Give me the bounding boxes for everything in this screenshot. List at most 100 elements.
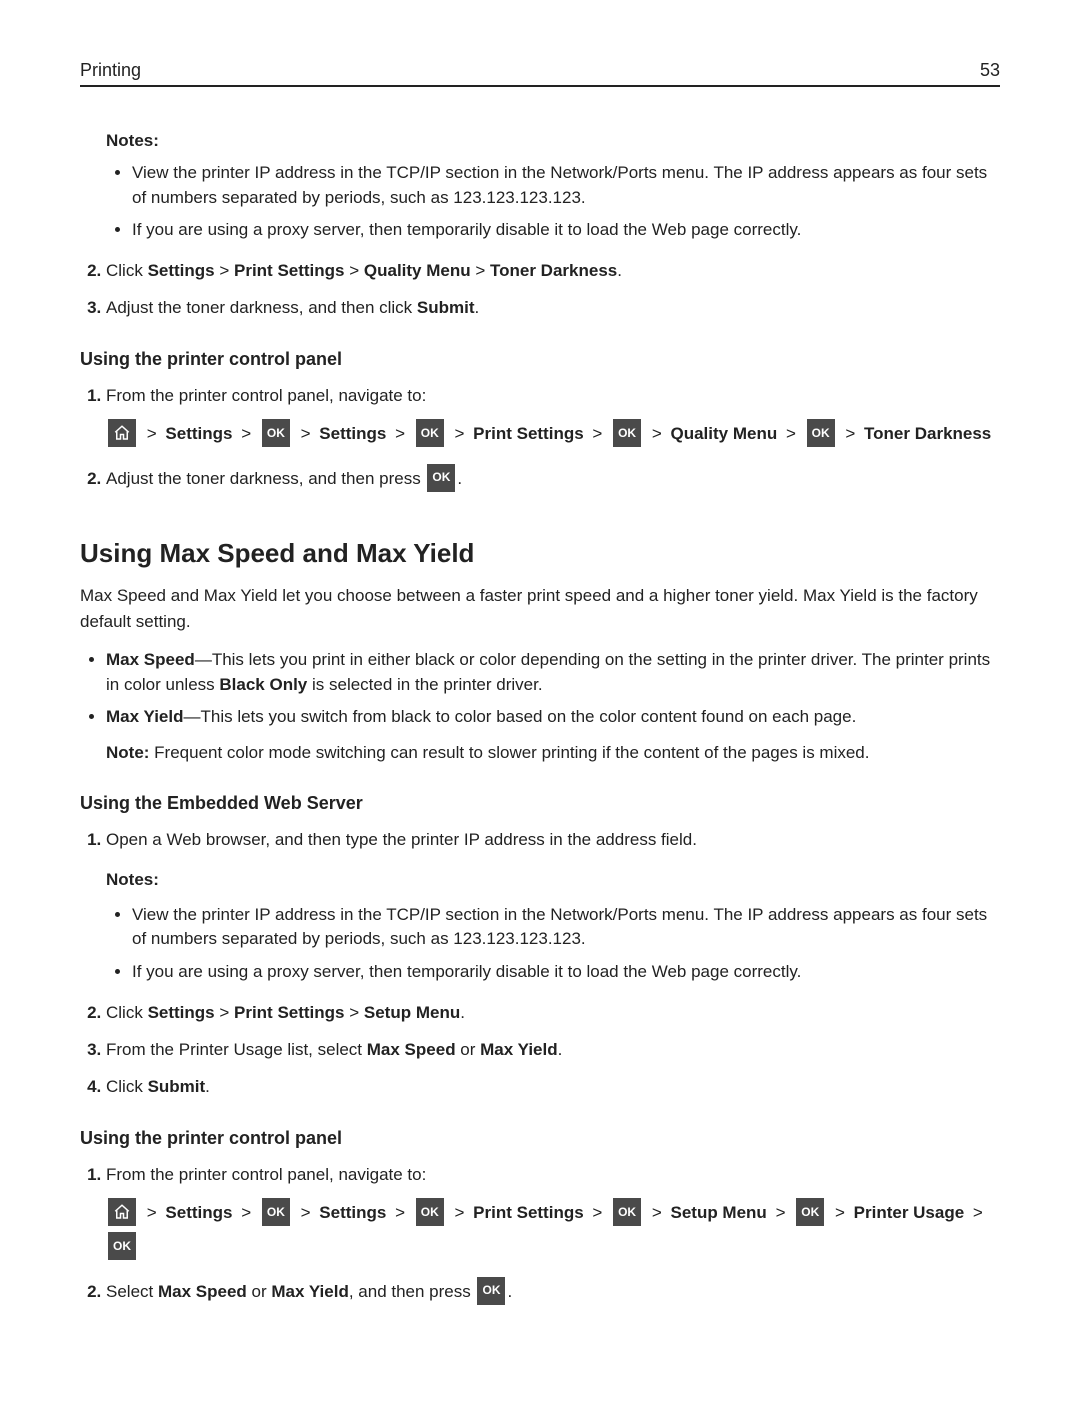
sep: > [588, 424, 606, 443]
step-item: From the printer control panel, navigate… [106, 1161, 1000, 1264]
step-text: From the Printer Usage list, select [106, 1040, 367, 1059]
note-label: Note: [106, 743, 154, 762]
sep: > [297, 1203, 315, 1222]
sep: > [345, 261, 364, 280]
step-item: Open a Web browser, and then type the pr… [106, 826, 1000, 984]
period: . [475, 298, 480, 317]
term: Max Speed [158, 1282, 247, 1301]
top-steps: Click Settings > Print Settings > Qualit… [80, 257, 1000, 321]
period: . [558, 1040, 563, 1059]
text: , and then press [349, 1282, 476, 1301]
nav-segment: Setup Menu [670, 1203, 766, 1222]
breadcrumb-part: Settings [148, 261, 215, 280]
step-text: Adjust the toner darkness, and then clic… [106, 298, 417, 317]
list-item: If you are using a proxy server, then te… [132, 218, 1000, 243]
notes-label: Notes: [106, 866, 1000, 893]
breadcrumb-part: Toner Darkness [490, 261, 617, 280]
term: Black Only [219, 675, 307, 694]
ok-icon: OK [262, 1198, 290, 1226]
ok-icon: OK [416, 1198, 444, 1226]
text: or [247, 1282, 272, 1301]
panel1-steps: From the printer control panel, navigate… [80, 382, 1000, 494]
home-icon [108, 1198, 136, 1226]
sep: > [345, 1003, 364, 1022]
ok-icon: OK [613, 419, 641, 447]
sep: > [772, 1203, 790, 1222]
ok-icon: OK [613, 1198, 641, 1226]
subheading-control-panel-1: Using the printer control panel [80, 349, 1000, 370]
term: Max Yield [271, 1282, 348, 1301]
sep: > [237, 1203, 255, 1222]
notes-list: View the printer IP address in the TCP/I… [106, 903, 1000, 985]
ok-icon: OK [108, 1232, 136, 1260]
step-text: Click [106, 261, 148, 280]
maxyield-bullets: Max Speed—This lets you print in either … [80, 648, 1000, 765]
sep: > [143, 424, 161, 443]
breadcrumb-part: Print Settings [234, 261, 345, 280]
breadcrumb-part: Quality Menu [364, 261, 471, 280]
period: . [460, 1003, 465, 1022]
nav-segment: Toner Darkness [864, 424, 991, 443]
nav-segment: Print Settings [473, 1203, 584, 1222]
breadcrumb-part: Print Settings [234, 1003, 345, 1022]
text: or [456, 1040, 481, 1059]
text: —This lets you switch from black to colo… [183, 707, 856, 726]
period: . [205, 1077, 210, 1096]
sep: > [391, 1203, 409, 1222]
step-item: Click Settings > Print Settings > Setup … [106, 999, 1000, 1026]
sep: > [841, 424, 859, 443]
notes-list: View the printer IP address in the TCP/I… [106, 161, 1000, 243]
ok-icon: OK [416, 419, 444, 447]
sep: > [450, 424, 468, 443]
sep: > [215, 261, 234, 280]
period: . [507, 1282, 512, 1301]
step-item: Adjust the toner darkness, and then clic… [106, 294, 1000, 321]
step-item: Click Submit. [106, 1073, 1000, 1100]
sep: > [143, 1203, 161, 1222]
breadcrumb-part: Setup Menu [364, 1003, 460, 1022]
ok-icon: OK [427, 464, 455, 492]
list-item: If you are using a proxy server, then te… [132, 960, 1000, 985]
nav-segment: Printer Usage [854, 1203, 965, 1222]
term: Max Yield [480, 1040, 557, 1059]
step-text: Adjust the toner darkness, and then pres… [106, 469, 425, 488]
sep: > [648, 1203, 666, 1222]
note-line: Note: Frequent color mode switching can … [106, 740, 1000, 766]
list-item: View the printer IP address in the TCP/I… [132, 161, 1000, 210]
breadcrumb-part: Settings [148, 1003, 215, 1022]
nav-segment: Settings [319, 1203, 386, 1222]
sep: > [588, 1203, 606, 1222]
sep: > [648, 424, 666, 443]
nav-path: > Settings > OK > Settings > OK > Print … [106, 417, 1000, 451]
nav-segment: Settings [165, 1203, 232, 1222]
nav-segment: Quality Menu [670, 424, 777, 443]
sep: > [782, 424, 800, 443]
period: . [617, 261, 622, 280]
list-item: Max Speed—This lets you print in either … [106, 648, 1000, 697]
page-header: Printing 53 [80, 60, 1000, 87]
sep: > [297, 424, 315, 443]
step-text: Select [106, 1282, 158, 1301]
panel2-steps: From the printer control panel, navigate… [80, 1161, 1000, 1307]
sep: > [450, 1203, 468, 1222]
nav-segment: Settings [319, 424, 386, 443]
notes-block-top: Notes: View the printer IP address in th… [106, 131, 1000, 243]
intro-paragraph: Max Speed and Max Yield let you choose b… [80, 583, 1000, 634]
period: . [457, 469, 462, 488]
heading-max-speed-yield: Using Max Speed and Max Yield [80, 538, 1000, 569]
ok-icon: OK [796, 1198, 824, 1226]
term: Max Yield [106, 707, 183, 726]
step-text: From the printer control panel, navigate… [106, 386, 426, 405]
page: Printing 53 Notes: View the printer IP a… [0, 0, 1080, 1409]
home-icon [108, 419, 136, 447]
step-text: Click [106, 1077, 148, 1096]
sep: > [969, 1203, 987, 1222]
ok-icon: OK [807, 419, 835, 447]
list-item: Max Yield—This lets you switch from blac… [106, 705, 1000, 765]
note-text: Frequent color mode switching can result… [154, 743, 869, 762]
step-text: From the printer control panel, navigate… [106, 1165, 426, 1184]
step-item: From the Printer Usage list, select Max … [106, 1036, 1000, 1063]
sep: > [471, 261, 490, 280]
submit-label: Submit [417, 298, 475, 317]
list-item: View the printer IP address in the TCP/I… [132, 903, 1000, 952]
